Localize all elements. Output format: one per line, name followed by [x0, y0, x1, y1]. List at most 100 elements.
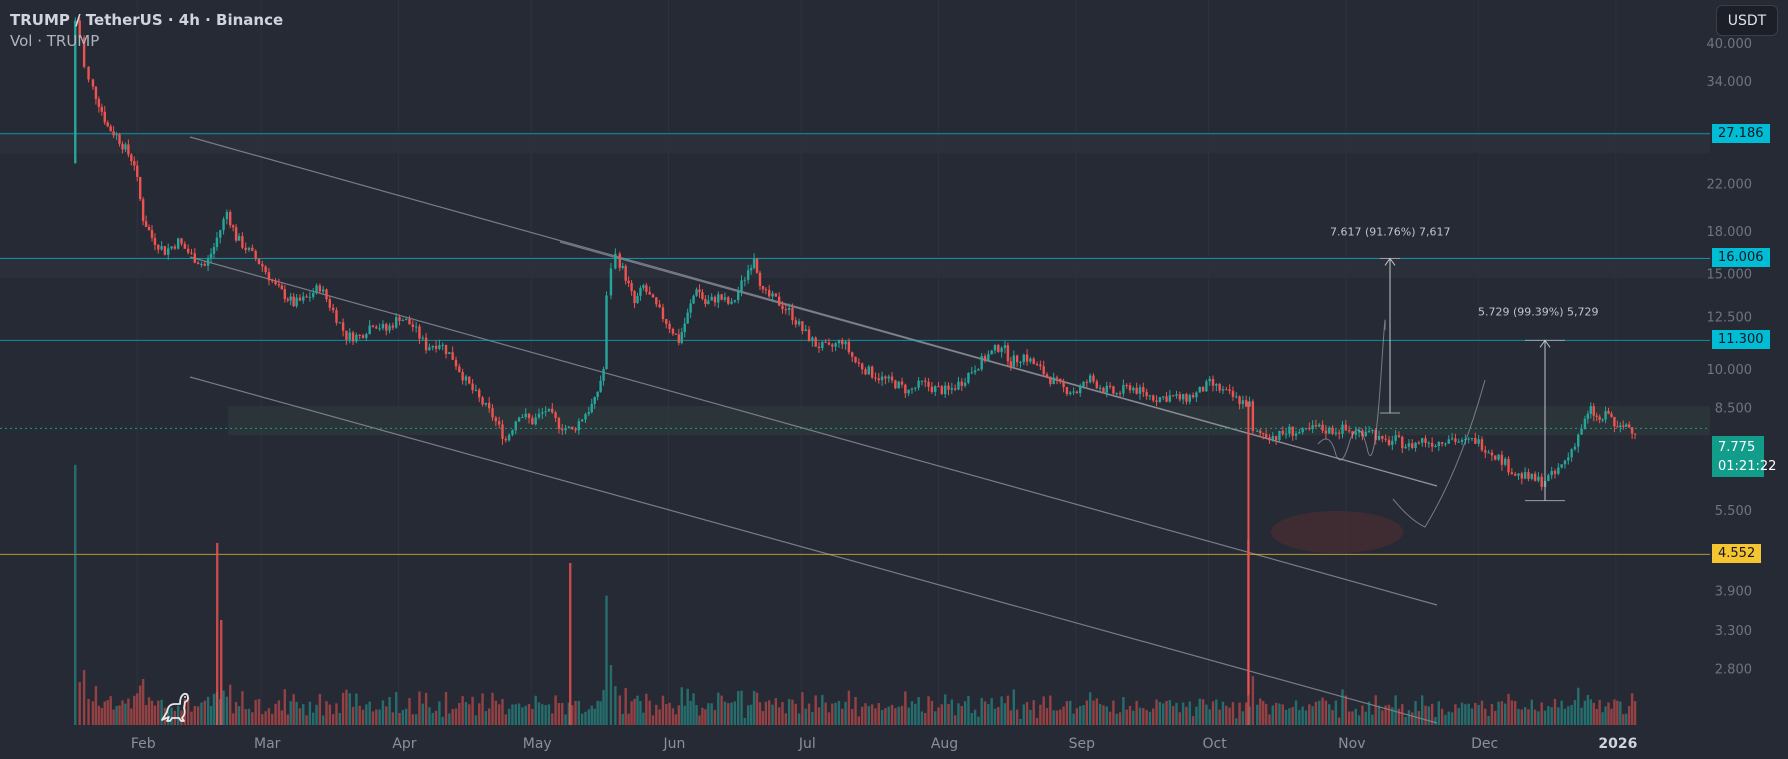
volume-bar [1361, 705, 1364, 725]
volume-bar [834, 702, 837, 725]
candle-body [752, 258, 756, 268]
candle-body [674, 333, 678, 335]
candle-body [200, 264, 203, 266]
volume-bar [484, 711, 488, 725]
candle-body [937, 386, 940, 388]
volume-bar [254, 699, 257, 725]
volume-bar [1082, 705, 1085, 725]
volume-bar [630, 701, 633, 725]
candle-body [1195, 392, 1198, 398]
candle-body [627, 280, 630, 283]
candle-body [749, 267, 753, 271]
volume-bar [421, 703, 424, 725]
candle-body [577, 421, 581, 431]
candle-body [727, 297, 730, 304]
symbol-title[interactable]: TRUMP / TetherUS · 4h · Binance [10, 11, 284, 29]
candle-body [1394, 435, 1397, 441]
candle-body [668, 323, 671, 329]
volume-bar [680, 687, 683, 725]
candle-body [636, 295, 639, 304]
volume-bar [777, 707, 781, 725]
dino-logo-icon[interactable] [158, 690, 192, 724]
candle-body [1381, 435, 1384, 439]
candle-body [136, 165, 139, 177]
volume-bar [411, 714, 415, 725]
candles [74, 17, 1637, 696]
volume-bar [461, 696, 464, 725]
volume-bar [1284, 709, 1288, 725]
candle-body [1211, 378, 1215, 386]
candle-body [947, 385, 950, 390]
volume-bar [1105, 706, 1108, 725]
volume-bar [1547, 706, 1550, 725]
current-price-tag: 7.775 01:21:22 [1712, 436, 1776, 477]
candle-body [434, 345, 438, 349]
candle-body [874, 377, 877, 379]
candle-body [1198, 386, 1201, 393]
candle-body [655, 297, 658, 305]
candle-body [1622, 425, 1625, 427]
volume-bar [521, 707, 524, 725]
volume-bar [212, 693, 216, 725]
candle-body [707, 300, 710, 305]
volume-bar [811, 711, 814, 725]
volume-bar [234, 702, 238, 725]
volume-bar [683, 705, 686, 725]
candle-body [308, 296, 312, 298]
candle-body [841, 340, 844, 345]
resistance-zone [0, 131, 1710, 154]
volume-bar [920, 711, 924, 725]
volume-bar [571, 705, 574, 725]
candle-body [1630, 427, 1634, 434]
volume-legend[interactable]: Vol · TRUMP [10, 32, 100, 50]
volume-bar [880, 709, 884, 725]
volume-bar [1490, 704, 1494, 725]
candle-body [277, 284, 281, 286]
volume-bar [190, 711, 193, 725]
volume-bar [537, 702, 541, 725]
candle-body [1029, 358, 1032, 362]
candle-body [124, 144, 127, 150]
volume-bar [1304, 710, 1308, 725]
y-tick-label: 10.000 [1707, 363, 1753, 378]
volume-bar [851, 709, 854, 725]
volume-bar [860, 706, 864, 725]
volume-bar [414, 714, 418, 725]
price-tag: 16.006 [1712, 248, 1770, 268]
candle-body [378, 328, 381, 330]
candle-body [431, 345, 434, 348]
volume-bar [907, 707, 910, 725]
volume-bar [847, 690, 851, 725]
volume-bar [534, 695, 537, 725]
volume-bar [900, 705, 904, 725]
x-axis[interactable]: Feb Mar Apr May Jun Jul Aug Sep Oct Nov Dec 2026 [131, 736, 1638, 752]
x-tick-label: Nov [1338, 736, 1365, 752]
candle-body [1205, 381, 1208, 392]
candle-body [1284, 433, 1288, 435]
candle-body [927, 381, 930, 387]
volume-bar [147, 697, 151, 725]
volume-bar [193, 706, 196, 725]
volume-bar [547, 704, 551, 725]
volume-bar [614, 686, 617, 725]
candle-body [321, 289, 325, 292]
volume-bar [368, 701, 371, 725]
candle-body [593, 396, 596, 404]
candle-body [1259, 430, 1262, 434]
candle-body [267, 272, 271, 281]
candle-body [345, 330, 348, 340]
candle-body [1377, 435, 1381, 440]
y-axis[interactable]: 40.000 34.000 22.000 18.000 15.000 12.500 10.0… [1707, 37, 1753, 678]
candle-body [1563, 460, 1567, 465]
x-tick-label: Feb [131, 736, 156, 752]
candle-body [1318, 424, 1321, 427]
candle-body [970, 372, 973, 374]
volume-bar [1367, 701, 1371, 725]
candle-body [1580, 428, 1583, 435]
candle-body [737, 291, 740, 301]
volume-bar [1470, 708, 1474, 725]
candle-body [355, 334, 358, 342]
currency-button[interactable]: USDT [1716, 5, 1778, 36]
candle-body [1421, 438, 1424, 443]
